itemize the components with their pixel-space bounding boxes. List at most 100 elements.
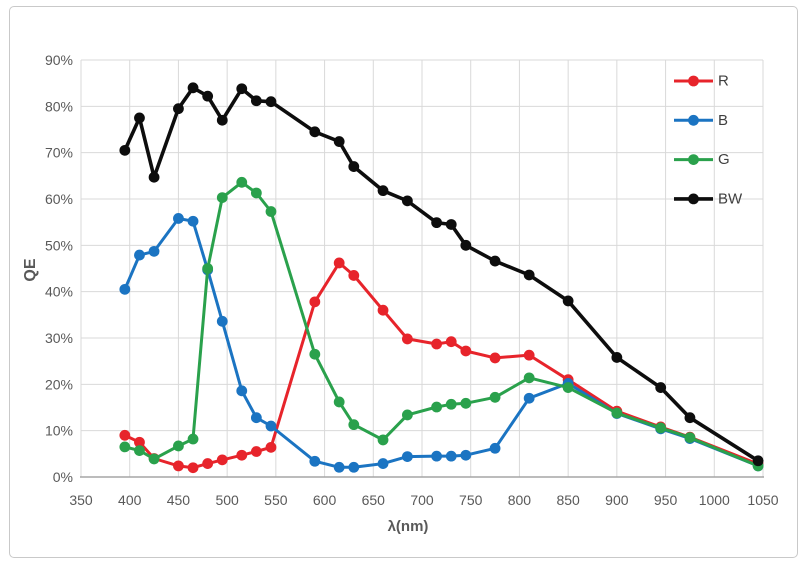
- series-G-marker: [431, 401, 443, 413]
- legend-marker-BW: [688, 193, 699, 205]
- series-R-marker: [265, 441, 277, 453]
- series-G-marker: [333, 396, 345, 408]
- series-B-marker: [250, 412, 262, 424]
- series-R-marker: [445, 336, 457, 348]
- series-G-marker: [250, 187, 262, 199]
- series-G-marker: [445, 398, 457, 410]
- legend-item-G: G: [674, 151, 730, 168]
- legend-item-R: R: [674, 73, 729, 90]
- series-BW: [119, 82, 764, 467]
- series-G-marker: [216, 192, 228, 204]
- y-tick-label: 90%: [45, 52, 73, 68]
- series-BW-marker: [236, 83, 248, 95]
- x-tick-label: 450: [167, 492, 191, 508]
- x-tick-label: 400: [118, 492, 142, 508]
- series-G-marker: [611, 407, 623, 419]
- series-B-marker: [377, 458, 389, 469]
- series-G-marker: [348, 419, 360, 431]
- series-BW-marker: [431, 217, 443, 229]
- series-B-marker: [445, 450, 457, 462]
- series-BW-marker: [445, 219, 457, 230]
- x-tick-label: 550: [264, 492, 288, 508]
- x-tick-label: 350: [69, 492, 93, 508]
- series-B-marker: [173, 213, 184, 224]
- legend-label-BW: BW: [718, 190, 743, 207]
- series-G-marker: [119, 441, 131, 453]
- series-R-marker: [377, 304, 389, 316]
- x-axis-title: λ(nm): [387, 518, 429, 535]
- y-tick-label: 60%: [45, 191, 73, 207]
- x-tick-label: 900: [605, 492, 629, 508]
- legend-item-BW: BW: [674, 190, 743, 207]
- series-R: [119, 257, 764, 474]
- series-BW-marker: [173, 103, 184, 115]
- series-G-marker: [309, 348, 321, 360]
- series-G-marker: [187, 433, 199, 445]
- tick-labels: 350 400 450 500 550 600 650 700 750 800 850 900 950 1…: [45, 52, 779, 508]
- series-BW-marker: [611, 352, 623, 363]
- series-B-marker: [119, 283, 131, 295]
- series-BW-marker: [216, 114, 228, 126]
- series-BW-marker: [562, 295, 574, 307]
- figure-border: [9, 6, 798, 558]
- x-tick-label: 700: [410, 492, 434, 508]
- x-tick-label: 1000: [699, 492, 730, 508]
- x-tick-label: 650: [362, 492, 386, 508]
- series-B-marker: [309, 455, 321, 467]
- series-B-marker: [523, 392, 535, 404]
- series-BW-marker: [348, 161, 360, 172]
- series-B-marker: [265, 420, 277, 432]
- series-R-marker: [187, 462, 199, 474]
- series-BW-marker: [333, 136, 345, 147]
- series-R-marker: [309, 296, 321, 308]
- series-R-marker: [134, 436, 145, 448]
- series-R-marker: [348, 270, 360, 281]
- series-BW-marker: [655, 382, 667, 393]
- series-R-marker: [523, 349, 535, 361]
- series-BW-marker: [134, 112, 145, 124]
- series-R-marker: [202, 458, 214, 469]
- y-tick-label: 70%: [45, 145, 73, 161]
- y-axis-title: QE: [22, 258, 39, 282]
- series-R-marker: [431, 338, 443, 350]
- series-G-marker: [173, 440, 184, 452]
- series-R-marker: [460, 345, 472, 357]
- x-tick-label: 750: [459, 492, 483, 508]
- series-BW-marker: [148, 171, 160, 183]
- y-tick-label: 0%: [53, 469, 73, 485]
- legend-marker-G: [688, 154, 699, 166]
- series-BW-marker: [265, 96, 277, 108]
- series-R-marker: [401, 333, 413, 345]
- series-B-marker: [187, 215, 199, 227]
- x-tick-label: 850: [556, 492, 580, 508]
- series-BW-marker: [187, 82, 199, 94]
- series-G-marker: [134, 445, 145, 456]
- series-B-marker: [148, 245, 160, 257]
- series-BW-marker: [250, 95, 262, 107]
- x-tick-label: 1050: [747, 492, 778, 508]
- series-G: [119, 176, 764, 472]
- series-G-marker: [265, 206, 277, 217]
- series-G-marker: [655, 422, 667, 434]
- series-B-marker: [489, 442, 501, 454]
- series-G-marker: [148, 453, 160, 465]
- series-B-marker: [333, 461, 345, 473]
- legend-label-B: B: [718, 112, 728, 129]
- series-R-marker: [119, 429, 131, 441]
- series-G-marker: [489, 391, 501, 403]
- y-tick-label: 30%: [45, 330, 73, 346]
- series-BW-marker: [377, 185, 389, 197]
- series-G-marker: [202, 263, 214, 274]
- y-tick-label: 40%: [45, 284, 73, 300]
- x-tick-label: 500: [215, 492, 239, 508]
- series-B-marker: [216, 315, 228, 327]
- series-R-marker: [236, 449, 248, 461]
- series-G-marker: [401, 409, 413, 421]
- gridlines: [80, 59, 764, 477]
- y-tick-label: 20%: [45, 376, 73, 392]
- series-G-marker: [377, 434, 389, 446]
- series-G-marker: [684, 432, 696, 444]
- series-G-marker: [236, 176, 248, 188]
- series-B-marker: [401, 451, 413, 463]
